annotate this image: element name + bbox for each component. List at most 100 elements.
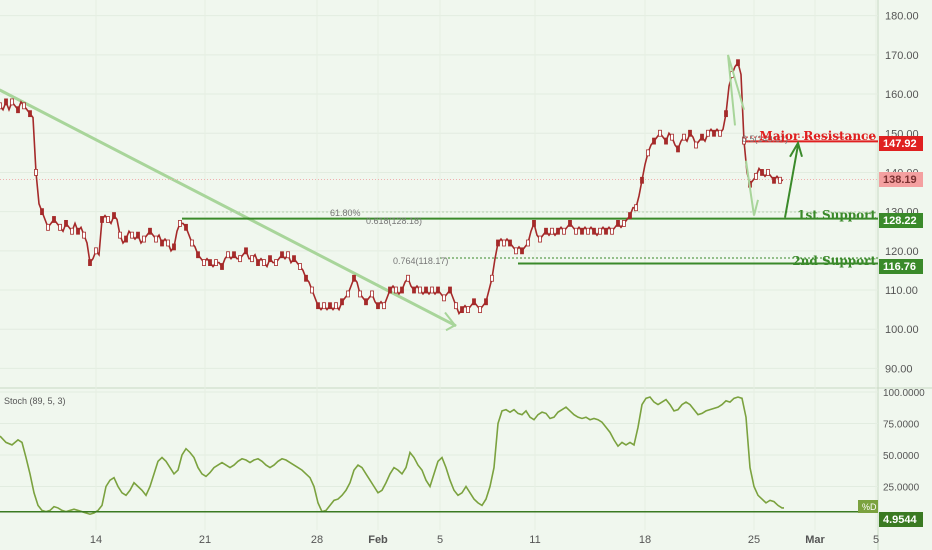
candle [94, 247, 98, 255]
candle [520, 247, 524, 255]
candle [364, 298, 368, 306]
candle [76, 227, 80, 235]
date-tick-label: 18 [639, 534, 651, 546]
candle [628, 212, 632, 219]
candle [604, 227, 608, 235]
candle [292, 255, 296, 263]
candle [322, 302, 326, 310]
candle [568, 219, 572, 227]
candle [472, 298, 476, 306]
up-arrow-head [789, 140, 803, 158]
candle [376, 302, 380, 310]
candle [442, 294, 446, 302]
stoch-title: Stoch (89, 5, 3) [4, 396, 66, 406]
candle [670, 133, 674, 141]
candle [340, 298, 344, 306]
stoch-last-tag [879, 512, 923, 527]
candle [760, 169, 764, 176]
candle [352, 274, 356, 282]
candle [16, 106, 20, 114]
price-tick-label: 170.00 [885, 50, 919, 62]
candle [430, 286, 434, 294]
candle [208, 259, 212, 266]
second-support-tag [879, 259, 923, 274]
first-support-tag [879, 213, 923, 228]
candle [640, 176, 644, 184]
candle [514, 247, 518, 255]
up-arrow-shaft [784, 144, 799, 218]
candle [58, 223, 62, 231]
date-tick-label: 11 [529, 534, 540, 546]
candle [232, 251, 236, 259]
candle [154, 235, 158, 243]
candle [610, 227, 614, 235]
candle [742, 137, 746, 145]
candle [454, 302, 458, 310]
candle [124, 235, 128, 243]
candle [202, 259, 206, 266]
descending-trendline [0, 88, 457, 327]
candle [286, 251, 290, 259]
candle [580, 227, 584, 235]
candle [172, 243, 176, 251]
date-tick-label: 28 [311, 534, 323, 546]
candle [184, 223, 188, 231]
stoch-legend-box [858, 500, 878, 513]
candle [448, 286, 452, 294]
candle [46, 223, 50, 231]
candle [586, 227, 590, 235]
resistance-price-tag [879, 136, 923, 151]
candle [490, 274, 494, 282]
price-tick-label: 120.00 [885, 246, 919, 258]
stoch-tick-label: 75.0000 [883, 420, 920, 431]
candle [460, 306, 464, 314]
candle [502, 239, 506, 247]
candle [598, 227, 602, 235]
candle [532, 219, 536, 227]
candle [592, 227, 596, 235]
candle [52, 216, 56, 223]
candle [550, 227, 554, 235]
date-tick-label: 5 [873, 534, 879, 546]
current-price-tag [879, 172, 923, 187]
candle [280, 251, 284, 259]
trendline-group [0, 88, 457, 332]
candle [658, 129, 662, 137]
candle [226, 251, 230, 259]
candle [298, 263, 302, 270]
date-tick-label: 14 [90, 534, 102, 546]
candle [304, 274, 308, 282]
price-series [0, 59, 783, 316]
candle [310, 286, 314, 294]
candle [538, 235, 542, 243]
stoch-last-tag-text: 4.9544 [883, 514, 918, 526]
candle [142, 235, 146, 243]
fib-05: 0.5(149.02) [742, 134, 788, 144]
candle [220, 263, 224, 270]
candle [766, 169, 770, 176]
candle [694, 141, 698, 149]
candle [0, 102, 2, 110]
candle [244, 247, 248, 255]
second-support-tag-text: 116.76 [883, 261, 916, 273]
candle [484, 298, 488, 306]
stoch-tick-label: 100.0000 [883, 388, 925, 399]
candle [718, 129, 722, 137]
fib-618-pct: 61.80% [330, 208, 361, 218]
candle [262, 259, 266, 266]
stoch-tick-label: 50.0000 [883, 451, 920, 462]
candle [148, 227, 152, 235]
price-tick-label: 160.00 [885, 89, 919, 101]
candle [574, 227, 578, 235]
candle [772, 176, 776, 184]
stoch-series [0, 396, 878, 516]
date-tick-label: Mar [805, 534, 825, 546]
candle [712, 129, 716, 137]
fib-0618: 0.618(128.18) [366, 216, 422, 226]
candle [274, 259, 278, 266]
candle [256, 259, 260, 266]
current-price-tag-text: 138.19 [883, 174, 917, 186]
candle [652, 137, 656, 145]
